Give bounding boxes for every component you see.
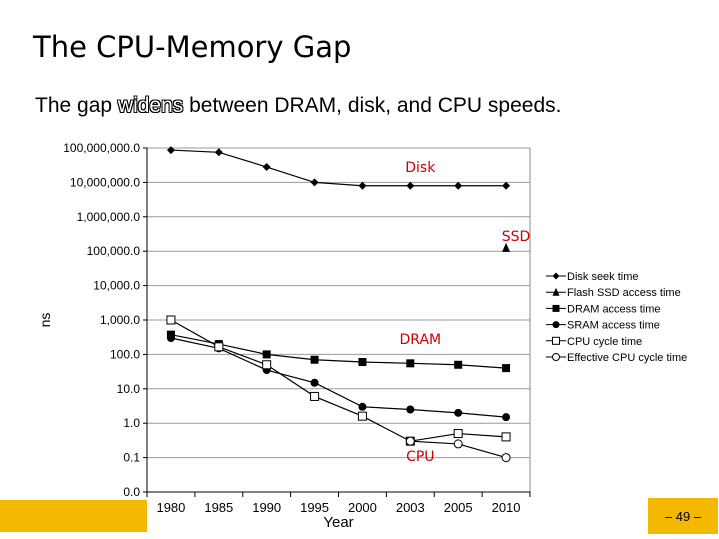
dram-access-time-point [262,350,271,359]
legend-item-dram-access-time: DRAM access time [546,303,661,315]
legend-label: DRAM access time [567,303,661,315]
annotation-disk: Disk [405,160,436,176]
legend-item-effective-cpu-cycle-time: Effective CPU cycle time [546,352,687,364]
x-tick-label: 1985 [204,500,233,515]
x-tick-label: 1995 [300,500,329,515]
y-axis-title: ns [37,313,53,328]
series-flash-ssd-access-time [502,242,511,252]
disk-seek-time-point [262,163,271,172]
disk-seek-time-point [214,148,223,157]
series-disk-seek-time [166,146,511,190]
legend-item-cpu-cycle-time: CPU cycle time [546,336,642,348]
x-tick-label: 1980 [156,500,185,515]
legend-marker [552,353,560,361]
disk-seek-time-point [358,181,367,190]
dram-access-time-point [454,360,463,369]
legend-item-flash-ssd-access-time: Flash SSD access time [546,287,681,299]
disk-seek-time-point [406,181,415,190]
annotation-dram: DRAM [400,332,442,348]
legend-marker [552,272,560,280]
axes: 0.0 0.1 1.0 10.0 100.0 1,000.0 10,000.0 100,000… [37,141,531,531]
effective-cpu-cycle-time-point [453,439,463,449]
sram-access-time-point [406,405,415,414]
x-tick-label: 2000 [348,500,377,515]
disk-seek-time-point [454,181,463,190]
legend-label: Disk seek time [567,271,639,283]
legend-item-sram-access-time: SRAM access time [546,320,660,332]
y-tick-label: 1,000.0 [100,313,140,327]
x-tick-label: 2003 [396,500,425,515]
slide-subtitle: The gap widens between DRAM, disk, and C… [35,94,561,118]
dram-access-time-point [502,364,511,373]
effective-cpu-cycle-time-point [405,436,415,446]
effective-cpu-cycle-time-point [501,453,511,463]
legend-label: Flash SSD access time [567,287,681,299]
legend-item-disk-seek-time: Disk seek time [546,271,639,283]
x-tick-label: 1990 [252,500,281,515]
y-tick-label: 10,000,000.0 [70,175,140,189]
cpu-cycle-time-point [453,429,463,439]
sram-access-time-point [502,413,511,422]
slide-title: The CPU-Memory Gap [33,30,352,64]
sram-access-time-line [170,337,507,418]
annotation-cpu: CPU [406,449,434,465]
cpu-cycle-time-point [501,432,511,442]
legend-marker [552,321,560,329]
cpu-cycle-time-point [262,360,272,370]
x-tick-label: 2005 [444,500,473,515]
cpu-cycle-time-point [166,315,176,325]
dram-access-time-point [406,359,415,368]
legend-label: CPU cycle time [567,336,642,348]
y-tick-label: 10,000.0 [93,279,140,293]
subtitle-lead: The gap [35,94,118,117]
disk-seek-time-point [310,178,319,187]
disk-seek-time-point [166,146,175,155]
footer-accent-bar [0,500,147,532]
dram-access-time-point [310,355,319,364]
annotations: Disk SSD DRAM CPU [400,160,531,465]
dram-access-time-line [170,334,507,369]
y-tick-label: 100,000,000.0 [63,141,140,155]
cpu-cycle-time-point [357,411,367,421]
series-lines [166,146,511,463]
x-axis-title: Year [323,514,353,531]
dram-access-time-point [358,358,367,367]
sram-access-time-point [358,402,367,411]
sram-access-time-point [454,408,463,417]
y-tick-label: 100,000.0 [87,244,141,258]
y-tick-label: 1.0 [123,416,140,430]
legend-marker [552,287,560,296]
disk-seek-time-line [170,149,507,187]
legend-marker [552,304,560,312]
y-tick-label: 100.0 [110,347,140,361]
y-tick-label: 1,000,000.0 [77,210,141,224]
cpu-cycle-time-point [310,391,320,401]
annotation-ssd: SSD [502,229,531,245]
y-tick-label: 0.0 [123,485,140,499]
legend-label: Effective CPU cycle time [567,352,687,364]
legend-label: SRAM access time [567,320,660,332]
page-number: – 49 – [648,498,718,534]
sram-access-time-point [166,333,175,342]
cpu-cycle-time-point [214,342,224,352]
legend-marker [552,336,560,345]
flash-ssd-access-time-point [502,242,511,252]
subtitle-tail: between DRAM, disk, and CPU speeds. [183,94,562,117]
subtitle-emphasis: widens [117,94,184,117]
x-tick-label: 2010 [492,500,521,515]
sram-access-time-point [310,378,319,387]
legend: Disk seek time Flash SSD access time DRAM … [546,271,687,364]
y-tick-label: 0.1 [123,451,140,465]
gridlines [147,147,530,459]
y-tick-label: 10.0 [117,382,141,396]
cpu-cycle-time-line [170,319,507,442]
disk-seek-time-point [502,181,511,190]
series-effective-cpu-cycle-time [405,436,511,463]
